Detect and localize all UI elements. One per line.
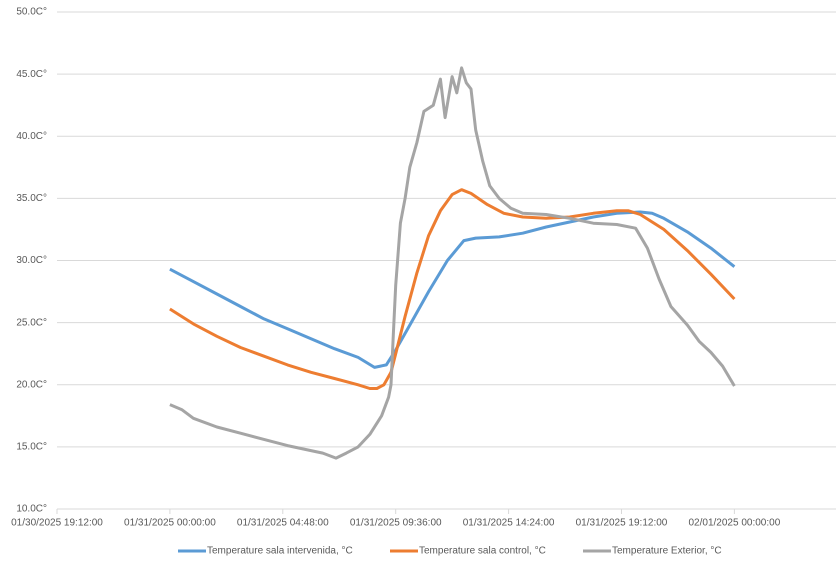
y-tick-label: 45.0C°	[16, 69, 47, 80]
y-tick-label: 50.0C°	[16, 7, 47, 18]
x-tick-label: 01/31/2025 09:36:00	[350, 518, 442, 529]
series-line	[169, 66, 736, 460]
x-tick-label: 01/31/2025 19:12:00	[576, 518, 668, 529]
x-tick-label: 01/31/2025 04:48:00	[237, 518, 329, 529]
y-tick-label: 15.0C°	[16, 442, 47, 453]
series-line	[169, 210, 736, 369]
series-line	[169, 188, 736, 390]
y-tick-label: 30.0C°	[16, 255, 47, 266]
legend-label: Temperature sala intervenida, °C	[207, 546, 353, 557]
legend-label: Temperature Exterior, °C	[612, 546, 722, 557]
x-tick-label: 01/30/2025 19:12:00	[11, 518, 103, 529]
y-tick-label: 35.0C°	[16, 193, 47, 204]
y-tick-label: 20.0C°	[16, 379, 47, 390]
y-tick-label: 10.0C°	[16, 504, 47, 515]
y-tick-label: 40.0C°	[16, 131, 47, 142]
x-tick-label: 01/31/2025 00:00:00	[124, 518, 216, 529]
y-tick-label: 25.0C°	[16, 317, 47, 328]
legend-label: Temperature sala control, °C	[419, 546, 546, 557]
x-tick-label: 02/01/2025 00:00:00	[689, 518, 781, 529]
x-tick-label: 01/31/2025 14:24:00	[463, 518, 555, 529]
